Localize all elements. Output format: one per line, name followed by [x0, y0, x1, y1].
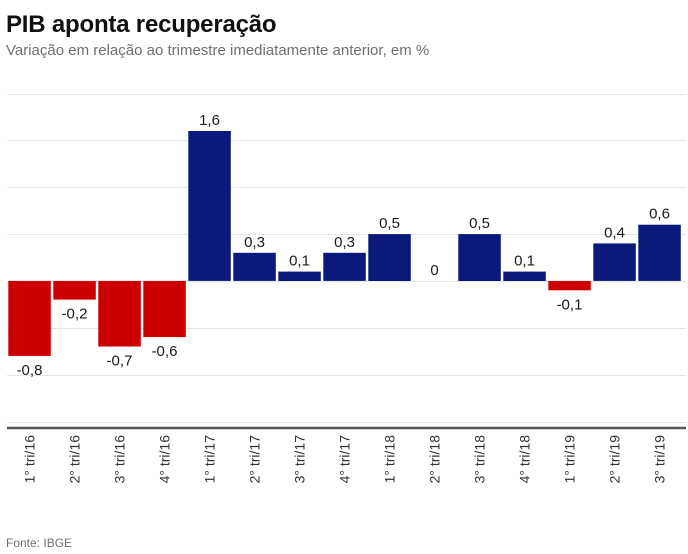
bar [143, 280, 186, 338]
bar [278, 271, 321, 281]
bar [593, 243, 636, 281]
bar [53, 280, 96, 300]
x-tick-labels: 1° tri/16 2° tri/16 3° tri/16 4° tri/16 1° t… [22, 435, 668, 484]
value-label: -0,1 [557, 296, 583, 313]
x-tick-label: 2° tri/16 [67, 435, 83, 484]
x-tick-label: 3° tri/16 [112, 435, 128, 484]
x-tick-label: 4° tri/16 [157, 435, 173, 484]
x-tick-label: 3° tri/17 [292, 435, 308, 484]
bar [8, 280, 51, 356]
bar [503, 271, 546, 281]
x-tick-label: 3° tri/18 [472, 435, 488, 484]
bar [233, 252, 276, 281]
x-tick-label: 3° tri/19 [652, 435, 668, 484]
x-tick-label: 1° tri/17 [202, 435, 218, 484]
x-tick-label: 2° tri/19 [607, 435, 623, 484]
chart-title: PIB aponta recuperação [6, 11, 277, 38]
x-tick-label: 4° tri/17 [337, 435, 353, 484]
value-label: 1,6 [199, 112, 220, 129]
value-label: -0,8 [17, 362, 43, 379]
chart-subtitle: Variação em relação ao trimestre imediat… [6, 42, 430, 59]
value-label: 0,3 [334, 234, 355, 251]
value-label: 0,4 [604, 224, 625, 241]
x-tick-label: 1° tri/16 [22, 435, 38, 484]
x-tick-label: 1° tri/18 [382, 435, 398, 484]
value-label: 0,5 [469, 215, 490, 232]
value-label: -0,2 [62, 306, 88, 323]
value-label: 0,5 [379, 215, 400, 232]
value-label: -0,7 [107, 353, 133, 370]
value-label: 0,1 [514, 253, 535, 270]
x-tick-label: 4° tri/18 [517, 435, 533, 484]
value-label: 0,3 [244, 234, 265, 251]
value-label: 0 [430, 262, 438, 279]
bar [98, 280, 141, 347]
bar [323, 252, 366, 281]
source-note: Fonte: IBGE [6, 536, 73, 550]
bar [548, 280, 591, 291]
bar [458, 234, 501, 281]
bar [368, 234, 411, 281]
value-label: -0,6 [152, 343, 178, 360]
value-labels: -0,8 -0,2 -0,7 -0,6 1,6 0,3 0,1 0,3 0,5 0 0,5 0,1 -0… [17, 112, 670, 379]
value-label: 0,6 [649, 206, 670, 223]
x-tick-label: 2° tri/17 [247, 435, 263, 484]
bar [188, 131, 231, 281]
value-label: 0,1 [289, 253, 310, 270]
x-tick-label: 2° tri/18 [427, 435, 443, 484]
bar [638, 224, 681, 281]
bars [8, 131, 681, 356]
x-tick-label: 1° tri/19 [562, 435, 578, 484]
